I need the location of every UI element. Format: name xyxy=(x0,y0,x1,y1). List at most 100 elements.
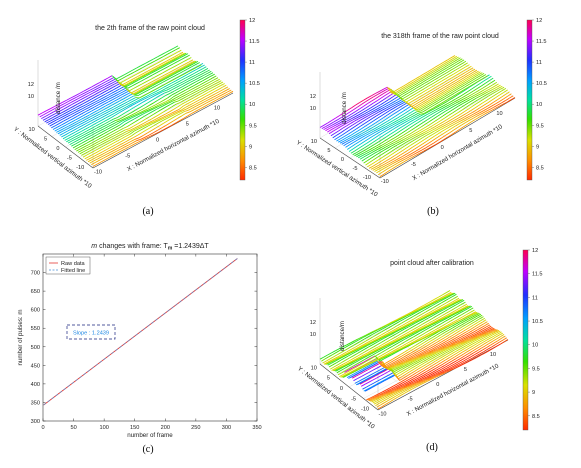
scan-segment xyxy=(429,302,434,306)
scan-segment xyxy=(436,95,441,99)
scan-segment xyxy=(354,358,359,362)
scan-segment xyxy=(492,81,498,86)
scan-segment xyxy=(394,392,399,396)
scan-segment xyxy=(406,323,411,327)
scan-segment xyxy=(370,338,376,341)
scan-segment xyxy=(448,327,454,331)
scan-segment xyxy=(404,138,410,141)
scan-segment xyxy=(450,120,455,123)
scan-segment xyxy=(390,374,395,378)
scan-segment xyxy=(452,59,457,63)
scan-segment xyxy=(440,123,445,127)
scan-segment xyxy=(491,337,496,341)
scan-segment xyxy=(440,71,445,75)
scan-segment xyxy=(338,346,344,350)
scan-segment xyxy=(434,349,440,352)
scan-segment xyxy=(345,139,351,143)
scan-segment xyxy=(382,91,388,95)
scan-segment xyxy=(388,120,394,124)
colorbar-tick-label: 11 xyxy=(249,60,255,66)
scan-segment xyxy=(375,340,381,344)
scan-segment xyxy=(361,101,366,105)
scan-segment xyxy=(474,99,479,103)
scan-segment xyxy=(387,366,392,370)
scan-segment xyxy=(70,137,75,140)
scan-segment xyxy=(121,148,127,152)
scan-segment xyxy=(161,118,167,122)
scan-segment xyxy=(450,349,455,353)
scan-segment xyxy=(328,130,334,135)
scan-segment xyxy=(484,336,490,340)
scan-segment xyxy=(129,130,135,135)
scan-segment xyxy=(377,171,383,176)
scan-segment xyxy=(418,111,423,114)
scan-segment xyxy=(346,349,351,353)
scan-segment xyxy=(92,115,97,119)
scan-segment xyxy=(446,351,451,355)
scan-segment xyxy=(452,314,457,318)
scan-segment xyxy=(379,335,385,338)
scan-segment xyxy=(399,97,405,101)
scan-segment xyxy=(426,128,432,132)
scan-segment xyxy=(365,162,370,166)
scan-segment xyxy=(427,140,433,144)
scan-segment xyxy=(422,303,428,306)
scan-segment xyxy=(384,131,389,136)
scan-segment xyxy=(360,147,365,151)
scan-segment xyxy=(372,400,377,404)
scan-segment xyxy=(373,380,379,384)
scan-segment xyxy=(380,95,386,99)
scan-segment xyxy=(422,343,427,347)
scan-segment xyxy=(426,352,431,355)
scan-segment xyxy=(424,136,429,140)
scan-segment xyxy=(190,104,196,108)
scan-segment xyxy=(429,317,434,321)
scan-segment xyxy=(397,88,402,92)
scan-segment xyxy=(435,318,441,322)
scan-segment xyxy=(392,100,397,104)
scan-segment xyxy=(115,76,121,80)
scan-segment xyxy=(387,333,392,337)
scan-segment xyxy=(379,173,385,178)
scan-segment xyxy=(364,372,370,375)
scan-segment xyxy=(415,101,420,105)
scan-segment xyxy=(453,71,458,75)
scan-segment xyxy=(353,378,358,382)
scan-segment xyxy=(377,391,382,395)
scan-segment xyxy=(394,91,400,96)
scan-segment xyxy=(96,88,101,92)
scan-segment xyxy=(190,79,196,83)
scan-segment xyxy=(366,146,371,150)
scan-segment xyxy=(396,341,401,345)
scan-segment xyxy=(392,329,397,333)
scan-segment xyxy=(337,356,342,360)
scan-segment xyxy=(140,74,146,78)
scan-segment xyxy=(107,75,113,79)
scan-segment xyxy=(151,88,157,92)
scan-segment xyxy=(104,108,110,112)
scan-segment xyxy=(487,105,492,109)
scan-segment xyxy=(439,82,444,86)
scan-segment xyxy=(469,90,474,94)
scan-segment xyxy=(409,355,414,358)
scan-segment xyxy=(382,398,388,402)
scan-segment xyxy=(336,366,341,370)
scan-segment xyxy=(434,102,439,106)
scan-segment xyxy=(393,140,398,144)
scan-segment xyxy=(421,117,426,121)
scan-segment xyxy=(389,372,394,376)
scan-segment xyxy=(418,328,423,332)
scan-segment xyxy=(80,121,85,125)
scan-segment xyxy=(328,364,334,368)
scan-segment xyxy=(448,62,453,66)
scan-segment xyxy=(353,358,358,362)
scan-segment xyxy=(87,122,93,126)
scan-segment xyxy=(122,89,128,93)
scan-segment xyxy=(159,87,164,90)
scan-segment xyxy=(409,119,415,123)
scan-segment xyxy=(425,82,431,86)
scan-segment xyxy=(404,116,409,119)
scan-segment xyxy=(344,362,349,366)
scan-segment xyxy=(471,109,477,113)
